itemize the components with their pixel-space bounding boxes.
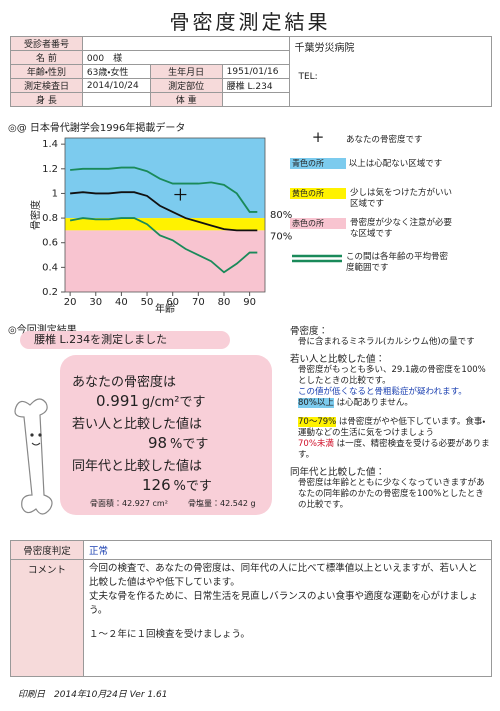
explanation: 骨密度： 骨に含まれるミネラル(カルシウム他)の量です 若い人と比較した値： 骨… [290, 326, 490, 511]
ex-title: 若い人と比較した値： [290, 354, 386, 365]
comment-line: 丈夫な骨を作るために、日常生活を見直しバランスのよい食事や適度な運動を心がけまし… [89, 591, 479, 616]
bmd-unit: g/cm²です [141, 395, 206, 410]
zone [65, 138, 265, 219]
comment: 今回の検査で、あなたの骨密度は、同年代の人に比べて標準値以上といえますが、若い人… [83, 559, 492, 677]
label: コメント [10, 559, 84, 677]
value: 1951/01/16 [221, 64, 291, 79]
legend-text: 以上は心配ない区域です [348, 159, 443, 169]
x-tick-label: 50 [141, 297, 154, 308]
label: 年齢・性別 [10, 64, 83, 79]
label: 名 前 [10, 50, 83, 65]
zone [65, 230, 265, 292]
value [81, 92, 151, 107]
plot-frame [64, 137, 266, 293]
result-heading: ◎今回測定結果 [8, 321, 77, 336]
value: 2014/10/24 [81, 78, 151, 93]
young-unit: %です [169, 437, 209, 452]
ex-text: 骨密度は年齢とともに少なくなっていきますがあなたの同年齢のかたの骨密度を100%… [298, 478, 485, 510]
x-tick-label: 90 [243, 297, 256, 308]
y-tick-label: 0.8 [42, 213, 58, 224]
ex-text: は心配ありません。 [336, 398, 413, 408]
mineral: 骨塩量：42.542 g [188, 499, 256, 508]
zone-label: 70% [270, 231, 292, 242]
title: 骨密度測定結果 [169, 10, 331, 34]
label: 生年月日 [149, 64, 223, 79]
ex-range: 70〜79% [298, 417, 337, 427]
hospital-name: 千葉労災病院 [294, 43, 355, 54]
site-note: 腰椎 L.234を測定しました [20, 331, 230, 349]
patient-table: 受診者番号 千葉労災病院 TEL: 名 前 000 様 年齢・性別 63歳・女性 生年… [10, 36, 492, 107]
y-tick-label: 0.2 [42, 287, 58, 298]
y-tick-label: 1.4 [42, 139, 58, 150]
comment-line: 今回の検査で、あなたの骨密度は、同年代の人に比べて標準値以上といえますが、若い人… [89, 563, 478, 588]
legend-text: 少しは気をつけた方がいい区域です [350, 188, 453, 209]
x-axis-label: 年齢 [155, 302, 175, 315]
x-tick-label: 30 [89, 297, 102, 308]
ex-title: 同年代と比較した値： [290, 467, 386, 478]
label: 身 長 [10, 92, 83, 107]
ex-text: は一度、精密検査を受ける必要があります。 [298, 439, 490, 460]
legend-tag: 赤色の所 [290, 218, 346, 229]
label: 測定検査日 [10, 78, 83, 93]
ex-text: この値が低くなると骨粗鬆症が疑われます。 [298, 387, 467, 397]
age-label: 同年代と比較した値は [72, 459, 203, 474]
legend-tag: 青色の所 [290, 158, 346, 169]
ex-text: 骨密度がもっとも多い、29.1歳の骨密度を100%としたときの比較です。 [298, 365, 486, 386]
legend-text: 骨密度が少なく注意が必要な区域です [350, 218, 453, 239]
label: 測定部位 [149, 78, 223, 93]
age-unit: %です [173, 479, 212, 494]
series-line [70, 191, 258, 232]
hospital: 千葉労災病院 TEL: [289, 36, 492, 107]
legend-range-icon [292, 254, 342, 263]
y-tick-label: 1 [52, 188, 58, 199]
label: 受診者番号 [10, 36, 83, 51]
value [221, 92, 291, 107]
ex-text: は骨密度がやや低下しています。食事・運動などの生活に気をつけましょう [298, 417, 486, 438]
legend: + あなたの骨密度です 青色の所 以上は心配ない区域です 黄色の所 少しは気をつけた… [290, 128, 490, 274]
label: 骨密度判定 [10, 540, 84, 560]
result-box: あなたの骨密度は 0.991 g/cm²です 若い人と比較した値は 98 %です… [60, 355, 272, 515]
x-tick-label: 80 [218, 297, 231, 308]
legend-text: この間は各年齢の平均骨密度範囲です [346, 252, 449, 273]
bmd-value: 0.991 [96, 392, 139, 410]
cell [81, 36, 291, 51]
footer: 印刷日 2014年10月24日 Ver 1.61 [18, 690, 168, 700]
y-axis-label: 骨密度 [29, 200, 42, 230]
comment-table: 骨密度判定 正常 コメント 今回の検査で、あなたの骨密度は、同年代の人に比べて標準… [10, 540, 492, 677]
bmd-label: あなたの骨密度は [72, 375, 177, 390]
label: 体 重 [149, 92, 223, 107]
young-label: 若い人と比較した値は [72, 417, 203, 432]
ex-text: 骨に含まれるミネラル(カルシウム他)の量です [298, 337, 475, 347]
x-tick-label: 60 [166, 297, 179, 308]
tel: TEL: [298, 72, 318, 82]
zone-label: 80% [270, 210, 292, 221]
x-tick-label: 20 [64, 297, 77, 308]
chart: ◎@ 日本骨代謝学会1996年掲載データ 骨密度 年齢 80% 70% 0.2 0.4… [8, 121, 292, 315]
legend-text: あなたの骨密度です [346, 135, 423, 145]
series-line [70, 166, 258, 213]
y-tick-label: 0.4 [42, 262, 58, 273]
chart-title: ◎@ 日本骨代謝学会1996年掲載データ [8, 121, 185, 134]
series-line [69, 217, 258, 274]
y-tick-label: 1.2 [42, 164, 58, 175]
y-tick-label: 0.6 [42, 238, 58, 249]
ex-range: 70%未満 [298, 439, 334, 449]
area: 骨面積：42.927 cm² [90, 499, 168, 508]
patient-point [174, 188, 187, 201]
young-value: 98 [148, 434, 168, 452]
legend-marker: + [311, 128, 325, 146]
ex-title: 骨密度： [290, 326, 329, 337]
judgement: 正常 [83, 540, 492, 560]
legend-tag: 黄色の所 [290, 188, 346, 199]
comment-line: １～２年に１回検査を受けましょう。 [89, 629, 250, 640]
bone-mascot [14, 398, 53, 515]
x-tick-label: 70 [192, 297, 205, 308]
value: 000 様 [81, 50, 291, 65]
x-tick-label: 40 [115, 297, 128, 308]
ex-range: 80%以上 [298, 398, 334, 408]
value: 63歳・女性 [81, 64, 151, 79]
value: 腰椎 L.234 [221, 78, 291, 93]
age-value: 126 [142, 476, 171, 494]
